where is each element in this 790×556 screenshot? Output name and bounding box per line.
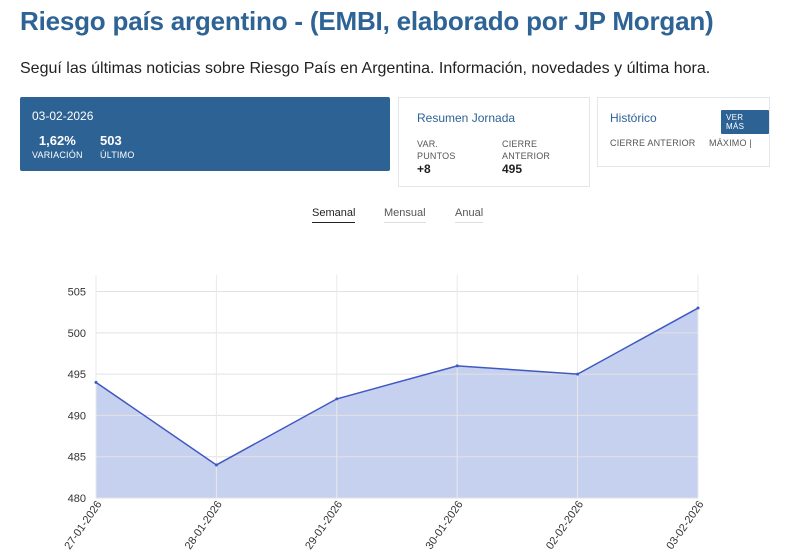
- historico-maximo-label: MÁXIMO |: [709, 138, 752, 148]
- y-tick-label: 490: [68, 410, 86, 422]
- data-point: [696, 306, 700, 310]
- last-stat: 503 ÚLTIMO: [100, 133, 135, 160]
- tab-anual[interactable]: Anual: [455, 207, 484, 223]
- historico-cierre-anterior-label: CIERRE ANTERIOR: [610, 138, 696, 148]
- variation-value: 1,62%: [38, 133, 76, 148]
- data-point: [335, 397, 339, 401]
- data-point: [576, 372, 580, 376]
- data-point: [214, 463, 218, 467]
- tab-semanal[interactable]: Semanal: [312, 207, 356, 223]
- historico-card: Histórico VER MÁS CIERRE ANTERIOR MÁXIMO…: [597, 97, 770, 167]
- series-line: [95, 307, 699, 466]
- var-puntos-value: +8: [417, 162, 431, 176]
- cierre-label-line-2: ANTERIOR: [502, 151, 551, 161]
- historico-title: Histórico: [610, 111, 657, 125]
- variation-stat: 1,62% VARIACIÓN: [32, 133, 83, 160]
- last-label: ÚLTIMO: [100, 150, 135, 160]
- cierre-anterior-value: 495: [502, 162, 523, 176]
- x-tick-label: 27-01-2026: [62, 499, 104, 552]
- cierre-label-line-1: CIERRE: [502, 139, 538, 149]
- page-subtitle: Seguí las últimas noticias sobre Riesgo …: [20, 60, 711, 77]
- x-tick-label: 28-01-2026: [183, 499, 225, 552]
- var-label-line-2: PUNTOS: [417, 151, 456, 161]
- x-tick-label: 29-01-2026: [303, 499, 345, 552]
- x-tick-label: 03-02-2026: [664, 499, 706, 552]
- resumen-jornada-card: Resumen Jornada VAR. PUNTOS +8 CIERRE AN…: [398, 97, 590, 187]
- data-point: [455, 364, 459, 368]
- last-value: 503: [100, 133, 122, 148]
- y-tick-label: 505: [68, 287, 86, 299]
- var-label-line-1: VAR.: [417, 139, 439, 149]
- y-tick-label: 480: [68, 493, 86, 505]
- page-title: Riesgo país argentino - (EMBI, elaborado…: [20, 6, 714, 36]
- summary-date: 03-02-2026: [32, 109, 94, 123]
- variation-label: VARIACIÓN: [32, 150, 83, 160]
- tab-mensual[interactable]: Mensual: [384, 207, 426, 223]
- var-puntos-label: VAR. PUNTOS: [417, 138, 456, 162]
- cierre-anterior-label: CIERRE ANTERIOR: [502, 138, 550, 162]
- ver-mas-button[interactable]: VER MÁS: [721, 110, 769, 134]
- riesgo-pais-chart: 480 485 490 495 500 505 27-01-2026 28-01-2026 29…: [62, 275, 706, 552]
- x-tick-label: 30-01-2026: [424, 499, 466, 552]
- data-point: [94, 380, 98, 384]
- x-tick-label: 02-02-2026: [544, 499, 586, 552]
- y-tick-label: 485: [68, 452, 86, 464]
- resumen-title: Resumen Jornada: [417, 111, 516, 125]
- y-tick-label: 500: [68, 328, 86, 340]
- summary-card: 03-02-2026 1,62% VARIACIÓN 503 ÚLTIMO: [20, 97, 390, 171]
- y-tick-label: 495: [68, 369, 86, 381]
- area-fill: [96, 308, 698, 498]
